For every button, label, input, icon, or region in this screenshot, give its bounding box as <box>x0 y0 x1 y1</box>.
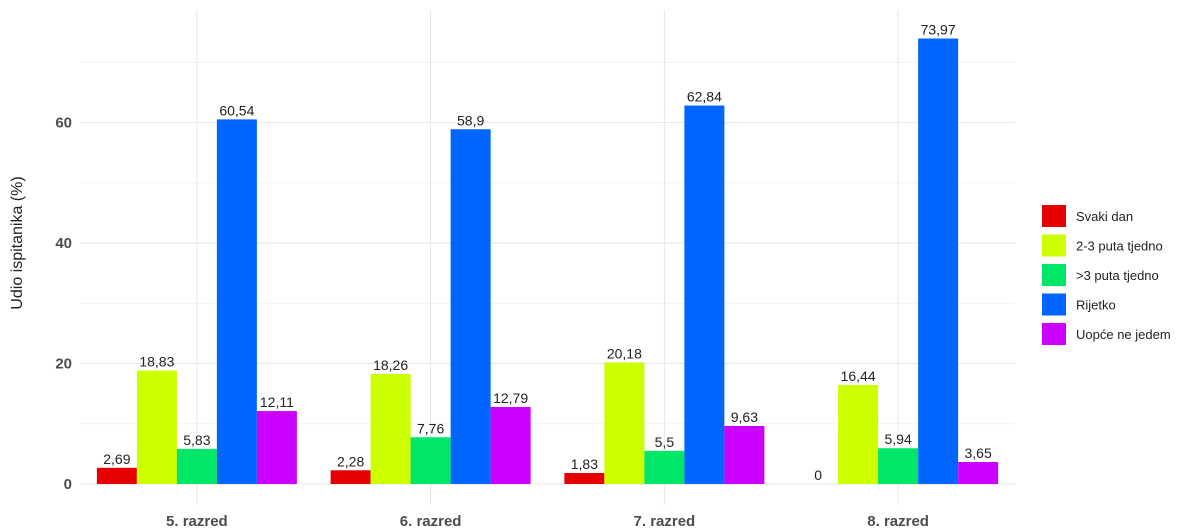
axes: 0 20 40 60 5. razred 6. razred 7. razred 8. raz… <box>55 115 929 530</box>
bar <box>918 38 959 484</box>
legend-item: >3 puta tjedno <box>1042 264 1159 286</box>
y-tick-label: 60 <box>55 115 72 132</box>
x-tick-label: 6. razred <box>400 513 462 530</box>
bar <box>450 129 491 484</box>
y-tick-label: 0 <box>64 476 72 493</box>
y-tick-label: 40 <box>55 235 72 252</box>
data-label: 18,83 <box>139 354 174 370</box>
bar <box>684 105 725 485</box>
legend-swatch <box>1042 205 1066 227</box>
bar <box>644 450 685 484</box>
legend-label: Uopće ne jedem <box>1076 327 1171 342</box>
bar <box>878 448 919 484</box>
legend-label: >3 puta tjedno <box>1076 268 1159 283</box>
data-label: 16,44 <box>841 368 876 384</box>
data-label: 60,54 <box>219 102 254 118</box>
bar <box>136 370 177 484</box>
data-label: 5,83 <box>183 432 210 448</box>
data-label: 2,69 <box>103 451 130 467</box>
data-label: 62,84 <box>687 89 722 105</box>
x-tick-label: 8. razred <box>867 513 929 530</box>
bar <box>724 426 765 484</box>
legend-swatch <box>1042 323 1066 345</box>
data-label: 18,26 <box>373 357 408 373</box>
bar <box>838 384 879 484</box>
legend-swatch <box>1042 234 1066 257</box>
data-label: 1,83 <box>571 456 598 472</box>
data-label: 7,76 <box>417 420 444 436</box>
data-label: 0 <box>814 467 822 483</box>
y-tick-label: 20 <box>55 356 72 373</box>
data-label: 12,79 <box>493 390 528 406</box>
data-label: 5,5 <box>655 434 675 450</box>
data-label: 5,94 <box>885 431 912 447</box>
legend-item: Rijetko <box>1042 293 1116 316</box>
bar <box>564 472 605 484</box>
bar <box>410 437 451 484</box>
legend-label: 2-3 puta tjedno <box>1076 239 1163 254</box>
bar <box>176 448 217 484</box>
bar <box>256 411 297 484</box>
legend-item: Uopće ne jedem <box>1042 323 1171 345</box>
bar <box>96 467 137 484</box>
bar <box>958 462 999 484</box>
legend-item: Svaki dan <box>1042 205 1133 227</box>
legend-swatch <box>1042 264 1066 286</box>
bar <box>604 362 645 484</box>
y-axis-title: Udio ispitanika (%) <box>9 176 26 309</box>
legend-label: Svaki dan <box>1076 209 1133 224</box>
data-label: 20,18 <box>607 345 642 361</box>
data-label: 2,28 <box>337 453 364 469</box>
data-label: 3,65 <box>965 445 992 461</box>
legend-label: Rijetko <box>1076 298 1116 313</box>
data-label: 73,97 <box>921 22 956 38</box>
data-labels: 2,69 2,28 1,83 0 18,83 18,26 20,18 16,44 5,83 7,7… <box>103 22 992 484</box>
x-tick-label: 7. razred <box>634 513 696 530</box>
data-label: 9,63 <box>731 409 758 425</box>
bars <box>96 38 999 485</box>
legend-item: 2-3 puta tjedno <box>1042 234 1163 257</box>
bar <box>370 374 411 484</box>
x-tick-label: 5. razred <box>166 513 228 530</box>
data-label: 12,11 <box>260 394 294 410</box>
bar <box>330 470 371 484</box>
legend: Svaki dan 2-3 puta tjedno >3 puta tjedno Ri… <box>1042 205 1171 345</box>
bar <box>216 119 257 485</box>
bar <box>490 406 531 484</box>
legend-swatch <box>1042 293 1066 316</box>
data-label: 58,9 <box>457 112 484 128</box>
